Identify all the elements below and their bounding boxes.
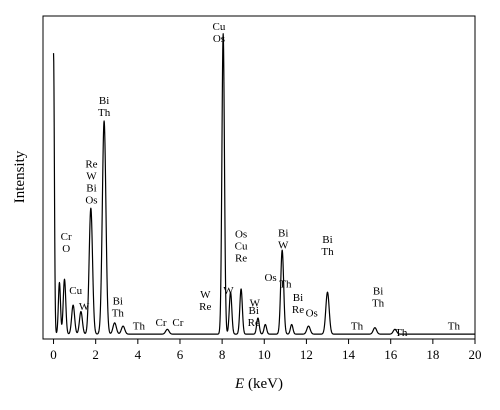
- x-tick-label: 10: [258, 347, 271, 362]
- peak-label: Re W Bi Os: [85, 158, 97, 206]
- peak-label-line: Re: [199, 301, 211, 313]
- peak-label-line: Bi: [293, 292, 303, 304]
- x-tick-label: 2: [92, 347, 99, 362]
- peak-label-line: Cr: [156, 317, 167, 329]
- peak-label-line: Th: [372, 298, 385, 310]
- peak-label-line: Bi: [99, 95, 109, 107]
- peak-label-line: Bi: [249, 305, 259, 317]
- x-tick-label: 8: [219, 347, 226, 362]
- peak-label-line: Os: [85, 194, 97, 206]
- peak-label: Cr: [156, 317, 167, 329]
- peak-label-line: Bi: [373, 286, 383, 298]
- peak-label: Cr: [172, 317, 183, 329]
- peak-label: Bi Th: [372, 286, 385, 310]
- y-axis-title: Intensity: [12, 150, 28, 203]
- peak-label-line: Cr: [172, 317, 183, 329]
- peak-label-line: O: [62, 243, 70, 255]
- peak-label-line: Os: [213, 33, 225, 45]
- x-tick-label: 20: [469, 347, 482, 362]
- peak-label: Os: [306, 307, 318, 319]
- peak-label-line: Re: [248, 317, 260, 329]
- peak-label-line: Bi: [322, 234, 332, 246]
- peak-label-line: Os: [264, 272, 276, 284]
- peak-label-line: Th: [395, 327, 408, 339]
- peak-label: W: [223, 285, 234, 297]
- peak-label-line: W: [223, 285, 234, 297]
- peak-label-line: Th: [112, 307, 125, 319]
- peak-label-line: Re: [85, 158, 97, 170]
- peak-label: Cu: [69, 285, 82, 297]
- peak-label-line: Re: [292, 304, 304, 316]
- peak-label-line: Cr: [61, 231, 72, 243]
- x-tick-label: 12: [300, 347, 313, 362]
- peak-label-line: W: [79, 301, 90, 313]
- peak-label: Th: [133, 320, 146, 332]
- peak-label-line: Bi: [278, 228, 288, 240]
- peak-label: Th: [351, 320, 364, 332]
- x-tick-label: 14: [342, 347, 356, 362]
- peak-label: Bi Th: [112, 295, 125, 319]
- peak-label-line: Th: [351, 320, 364, 332]
- plot-frame: [42, 15, 476, 340]
- peak-label: Th: [279, 278, 292, 290]
- peak-label-line: W: [200, 289, 211, 301]
- peak-label-line: Os: [306, 307, 318, 319]
- peak-label: W Re: [199, 289, 211, 313]
- peak-label: W: [79, 301, 90, 313]
- peak-label-line: W: [278, 240, 289, 252]
- peak-label: Cu Os: [213, 21, 226, 45]
- peak-label: Th: [395, 327, 408, 339]
- x-axis-unit: (keV): [244, 376, 283, 392]
- peak-label: Os: [264, 272, 276, 284]
- peak-label-line: W: [250, 298, 261, 310]
- peak-label-line: Cu: [235, 240, 248, 252]
- peak-label-line: Bi: [113, 295, 123, 307]
- peak-label: Bi Re: [292, 292, 304, 316]
- peak-label: Bi Th: [98, 95, 111, 119]
- peak-label-line: Th: [448, 320, 461, 332]
- peak-label-line: Bi: [86, 182, 96, 194]
- peak-label-line: Cu: [213, 21, 226, 33]
- peak-label: Th: [448, 320, 461, 332]
- spectrum-line: [52, 33, 476, 335]
- peak-label: Bi Re: [248, 305, 260, 329]
- x-tick-label: 16: [384, 347, 398, 362]
- peak-label: Bi Th: [321, 234, 334, 258]
- x-tick-label: 18: [426, 347, 439, 362]
- peak-label-line: W: [86, 170, 97, 182]
- peak-label-line: Th: [321, 246, 334, 258]
- x-axis-title: E (keV): [234, 376, 283, 392]
- x-tick-label: 4: [135, 347, 142, 362]
- peak-label: Cr O: [61, 231, 72, 255]
- x-tick-label: 6: [177, 347, 184, 362]
- peak-label: Bi W: [278, 228, 289, 252]
- peak-label: W: [250, 298, 261, 310]
- x-tick-label: 0: [50, 347, 57, 362]
- peak-label-line: Th: [133, 320, 146, 332]
- peak-label: Os Cu Re: [235, 228, 248, 264]
- peak-label-line: Cu: [69, 285, 82, 297]
- peak-label-line: Th: [98, 107, 111, 119]
- x-axis-ticks: 0 2 4 6 8 10 12 14 16 18 20: [50, 339, 482, 362]
- x-axis-variable: E: [234, 376, 244, 392]
- peak-label-line: Re: [235, 252, 247, 264]
- peak-label-line: Os: [235, 228, 247, 240]
- peak-label-line: Th: [279, 278, 292, 290]
